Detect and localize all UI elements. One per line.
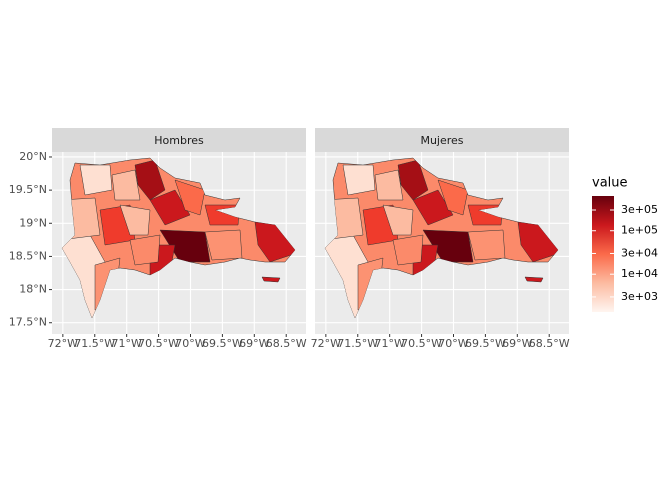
legend-colorbar (592, 196, 614, 312)
x-tick-label: 69°W (502, 337, 532, 350)
x-tick-label: 70.5°W (401, 337, 442, 350)
x-tick-label: 69.5°W (202, 337, 243, 350)
y-tick-label: 19°N (19, 216, 47, 229)
legend-label: 3e+03 (621, 290, 658, 303)
panels: Hombres72°W71.5°W71°W70.5°W70°W69.5°W69°… (9, 128, 570, 350)
facet-strip (52, 128, 306, 152)
x-tick-label: 70°W (438, 337, 468, 350)
x-tick-label: 70°W (175, 337, 205, 350)
x-tick-label: 71°W (374, 337, 404, 350)
legend-label: 3e+05 (621, 203, 658, 216)
x-tick-label: 70.5°W (138, 337, 179, 350)
legend-label: 3e+04 (621, 246, 658, 259)
y-tick-label: 17.5°N (9, 316, 47, 329)
x-tick-label: 72°W (311, 337, 341, 350)
x-tick-label: 68.5°W (529, 337, 570, 350)
facet-label: Mujeres (420, 134, 463, 147)
facet-label: Hombres (154, 134, 204, 147)
x-tick-label: 69.5°W (465, 337, 506, 350)
y-tick-label: 19.5°N (9, 183, 47, 196)
y-tick-label: 18°N (19, 283, 47, 296)
facet-strip (315, 128, 569, 152)
x-tick-label: 71.5°W (74, 337, 115, 350)
legend-label: 1e+05 (621, 224, 658, 237)
legend-title: value (592, 176, 628, 191)
x-tick-label: 72°W (48, 337, 78, 350)
x-tick-label: 69°W (239, 337, 269, 350)
legend-label: 1e+04 (621, 267, 658, 280)
y-tick-label: 18.5°N (9, 249, 47, 262)
x-tick-label: 68.5°W (266, 337, 307, 350)
y-tick-label: 20°N (19, 150, 47, 163)
x-tick-label: 71.5°W (337, 337, 378, 350)
x-tick-label: 71°W (111, 337, 141, 350)
